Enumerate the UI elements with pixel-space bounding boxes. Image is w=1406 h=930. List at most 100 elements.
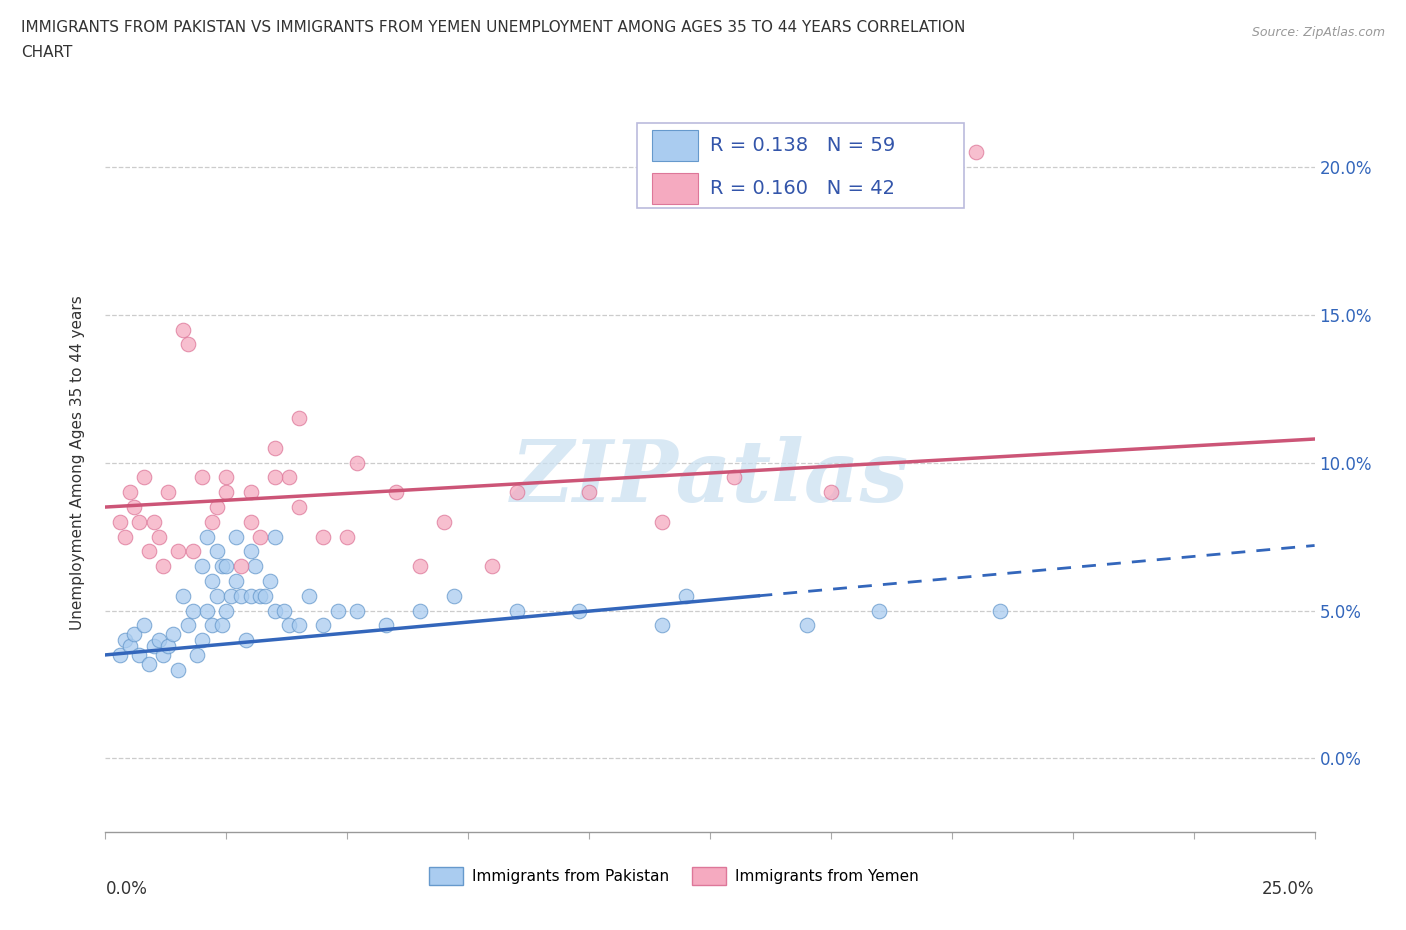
Point — [128, 514, 150, 529]
Point — [152, 647, 174, 662]
Point — [142, 639, 165, 654]
Point — [167, 662, 190, 677]
Point — [505, 604, 527, 618]
Point — [124, 627, 146, 642]
Point — [108, 514, 131, 529]
Point — [651, 618, 673, 632]
Point — [152, 559, 174, 574]
Point — [124, 499, 146, 514]
Point — [443, 589, 465, 604]
Point — [219, 589, 242, 604]
Point — [229, 559, 252, 574]
Text: CHART: CHART — [21, 45, 73, 60]
Point — [249, 529, 271, 544]
Point — [336, 529, 359, 544]
Point — [148, 529, 170, 544]
Point — [167, 544, 190, 559]
Point — [118, 639, 141, 654]
Point — [481, 559, 503, 574]
Point — [723, 470, 745, 485]
Point — [263, 604, 285, 618]
Point — [201, 574, 224, 589]
Point — [225, 574, 247, 589]
Point — [134, 618, 156, 632]
Text: 25.0%: 25.0% — [1263, 881, 1315, 898]
Text: Source: ZipAtlas.com: Source: ZipAtlas.com — [1251, 26, 1385, 39]
Point — [273, 604, 295, 618]
Point — [651, 514, 673, 529]
Point — [384, 485, 406, 499]
Point — [191, 470, 214, 485]
Point — [820, 485, 842, 499]
Point — [215, 559, 238, 574]
Point — [239, 544, 262, 559]
Point — [297, 589, 319, 604]
Point — [215, 470, 238, 485]
Text: ZIPatlas: ZIPatlas — [510, 436, 910, 519]
Point — [288, 618, 311, 632]
Point — [205, 499, 228, 514]
Point — [326, 604, 349, 618]
Text: R = 0.160   N = 42: R = 0.160 N = 42 — [710, 179, 896, 198]
Point — [142, 514, 165, 529]
Point — [278, 470, 301, 485]
Text: R = 0.138   N = 59: R = 0.138 N = 59 — [710, 136, 896, 155]
Point — [409, 604, 432, 618]
Point — [263, 470, 285, 485]
Point — [263, 441, 285, 456]
Point — [138, 657, 160, 671]
Point — [181, 604, 204, 618]
Point — [239, 514, 262, 529]
Point — [195, 604, 218, 618]
Point — [118, 485, 141, 499]
Y-axis label: Unemployment Among Ages 35 to 44 years: Unemployment Among Ages 35 to 44 years — [70, 296, 84, 630]
Point — [138, 544, 160, 559]
Point — [568, 604, 591, 618]
Point — [205, 544, 228, 559]
Point — [312, 618, 335, 632]
Point — [181, 544, 204, 559]
Point — [176, 337, 198, 352]
Legend: Immigrants from Pakistan, Immigrants from Yemen: Immigrants from Pakistan, Immigrants fro… — [423, 861, 925, 891]
Point — [195, 529, 218, 544]
Point — [176, 618, 198, 632]
Point — [312, 529, 335, 544]
Point — [239, 485, 262, 499]
Point — [249, 589, 271, 604]
Point — [157, 639, 180, 654]
Point — [965, 145, 987, 160]
Point — [868, 604, 890, 618]
Point — [172, 322, 194, 337]
FancyBboxPatch shape — [637, 123, 965, 207]
Point — [108, 647, 131, 662]
Text: IMMIGRANTS FROM PAKISTAN VS IMMIGRANTS FROM YEMEN UNEMPLOYMENT AMONG AGES 35 TO : IMMIGRANTS FROM PAKISTAN VS IMMIGRANTS F… — [21, 20, 966, 35]
Point — [375, 618, 398, 632]
Point — [191, 559, 214, 574]
Point — [215, 485, 238, 499]
Point — [278, 618, 301, 632]
Point — [259, 574, 281, 589]
Point — [263, 529, 285, 544]
Point — [409, 559, 432, 574]
Point — [346, 456, 368, 471]
Point — [211, 559, 233, 574]
Point — [288, 499, 311, 514]
Point — [675, 589, 697, 604]
Point — [162, 627, 184, 642]
Point — [235, 632, 257, 647]
Point — [148, 632, 170, 647]
Point — [578, 485, 600, 499]
FancyBboxPatch shape — [652, 173, 697, 205]
Point — [128, 647, 150, 662]
Point — [205, 589, 228, 604]
Point — [114, 529, 136, 544]
Point — [186, 647, 208, 662]
Point — [191, 632, 214, 647]
Point — [211, 618, 233, 632]
Point — [288, 411, 311, 426]
Point — [157, 485, 180, 499]
Point — [229, 589, 252, 604]
Point — [114, 632, 136, 647]
Point — [505, 485, 527, 499]
Point — [346, 604, 368, 618]
